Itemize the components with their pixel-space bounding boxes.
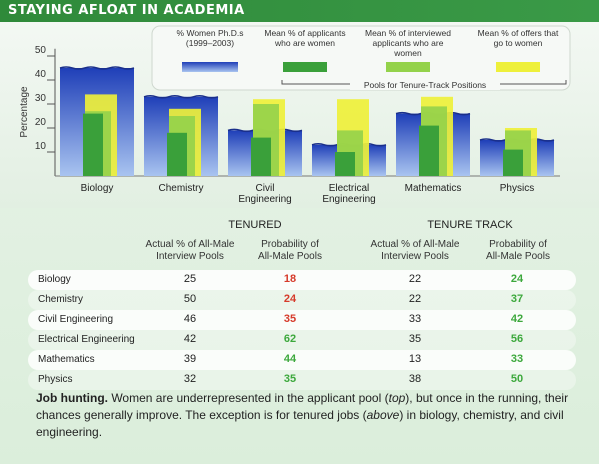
group-header-tenured: TENURED <box>228 219 282 231</box>
y-tick-label: 10 <box>35 141 47 152</box>
col-header-tenured-actual: Actual % of All-Male Interview Pools <box>130 239 250 263</box>
col-header-tenured-prob: Probability of All-Male Pools <box>240 239 340 263</box>
y-tick-label: 30 <box>35 93 47 104</box>
cell-tt-prob: 42 <box>510 313 524 325</box>
cell-tt-prob: 37 <box>510 293 524 305</box>
table-row <box>28 270 576 290</box>
x-category-label: Mathematics <box>405 183 462 194</box>
bar-women-phd-wave <box>143 95 219 99</box>
cell-tenured-actual: 25 <box>183 273 197 285</box>
legend-label: Mean % of interviewed applicants who are w… <box>365 28 451 58</box>
bar-applicants <box>335 152 355 176</box>
row-label: Electrical Engineering <box>38 334 135 345</box>
x-category-label: Biology <box>81 183 114 194</box>
cell-tt-actual: 22 <box>408 273 422 285</box>
bar-applicants <box>419 125 439 176</box>
y-tick-label: 50 <box>35 45 47 56</box>
row-label: Civil Engineering <box>38 314 114 325</box>
legend-swatch-women-phd <box>182 62 238 72</box>
table-row <box>28 310 576 330</box>
cell-tenured-prob: 35 <box>283 313 297 325</box>
cell-tt-prob: 56 <box>510 333 524 345</box>
row-label: Biology <box>38 274 71 285</box>
cell-tt-actual: 35 <box>408 333 422 345</box>
legend-swatch-interviewed <box>386 62 430 72</box>
x-category-label: Chemistry <box>158 183 203 194</box>
cell-tt-actual: 38 <box>408 373 422 385</box>
caption-italic2: above <box>366 408 400 422</box>
row-label: Chemistry <box>38 294 84 305</box>
caption-part2: ), but once in the running, their chance… <box>36 391 569 422</box>
col-header-line: Probability of <box>489 239 547 250</box>
figure-title: STAYING AFLOAT IN ACADEMIA <box>8 3 245 18</box>
caption-part3: ) in biology, chemistry, and civil engin… <box>36 408 564 439</box>
x-category-label: Electrical <box>329 183 370 194</box>
x-category-label: Engineering <box>238 194 291 205</box>
col-header-line: All-Male Pools <box>486 251 550 262</box>
cell-tenured-prob: 18 <box>283 273 297 285</box>
legend: % Women Ph.D.s (1999–2003) Mean % of appli… <box>151 25 571 91</box>
figure-caption: Job hunting. Women are underrepresented … <box>36 390 576 441</box>
caption-italic1: top <box>388 391 406 405</box>
col-header-line: All-Male Pools <box>258 251 322 262</box>
cell-tt-prob: 24 <box>510 273 524 285</box>
row-label: Mathematics <box>38 354 95 365</box>
cell-tt-actual: 22 <box>408 293 422 305</box>
y-tick-label: 40 <box>35 69 47 80</box>
x-category-label: Physics <box>500 183 534 194</box>
bar-applicants <box>503 149 523 176</box>
bars <box>59 66 555 176</box>
annotation-bg <box>350 78 500 90</box>
col-header-line: Interview Pools <box>381 251 449 262</box>
bar-women-phd-wave <box>59 66 135 70</box>
legend-label: Mean % of offers that go to women <box>478 28 559 48</box>
cell-tenured-actual: 39 <box>183 353 197 365</box>
cell-tenured-actual: 32 <box>183 373 197 385</box>
legend-label: % Women Ph.D.s (1999–2003) <box>177 28 244 48</box>
bar-applicants <box>83 113 103 176</box>
legend-label: Mean % of applicants who are women <box>264 28 345 48</box>
legend-swatch-applicants <box>283 62 327 72</box>
group-header-tenure-track: TENURE TRACK <box>427 219 513 231</box>
y-axis-label: Percentage <box>19 86 30 138</box>
table-row <box>28 330 576 350</box>
cell-tenured-prob: 35 <box>283 373 297 385</box>
cell-tenured-prob: 44 <box>283 353 297 365</box>
col-header-line: Actual % of All-Male <box>145 239 235 250</box>
x-category-label: Engineering <box>322 194 375 205</box>
figure-header: STAYING AFLOAT IN ACADEMIA <box>0 0 599 22</box>
bar-chart: Percentage 10 20 30 40 50 Biology Chemistry Civi… <box>0 22 599 208</box>
annotation-text: Pools for Tenure-Track Positions <box>364 80 486 90</box>
y-tick-label: 20 <box>35 117 47 128</box>
bar-applicants <box>251 137 271 176</box>
cell-tenured-actual: 46 <box>183 313 197 325</box>
table-row <box>28 370 576 390</box>
caption-bold: Job hunting. <box>36 391 108 405</box>
cell-tenured-actual: 42 <box>183 333 197 345</box>
cell-tt-actual: 13 <box>408 353 422 365</box>
table-row <box>28 290 576 310</box>
caption-part1: Women are underrepresented in the applic… <box>107 391 389 405</box>
cell-tenured-prob: 24 <box>283 293 297 305</box>
col-header-tt-actual: Actual % of All-Male Interview Pools <box>355 239 475 263</box>
row-label: Physics <box>38 374 73 385</box>
axes: Percentage 10 20 30 40 50 Biology Chemistry Civi… <box>19 45 560 205</box>
cell-tt-actual: 33 <box>408 313 422 325</box>
col-header-line: Probability of <box>261 239 319 250</box>
cell-tt-prob: 33 <box>510 353 524 365</box>
bar-applicants <box>167 132 187 176</box>
x-category-label: Civil <box>256 183 275 194</box>
pool-table: TENURED TENURE TRACK Actual % of All-Mal… <box>0 208 599 464</box>
table-row <box>28 350 576 370</box>
col-header-tt-prob: Probability of All-Male Pools <box>468 239 568 263</box>
cell-tenured-actual: 50 <box>183 293 197 305</box>
legend-swatch-offers <box>496 62 540 72</box>
cell-tenured-prob: 62 <box>283 333 297 345</box>
col-header-line: Actual % of All-Male <box>370 239 460 250</box>
col-header-line: Interview Pools <box>156 251 224 262</box>
cell-tt-prob: 50 <box>510 373 524 385</box>
